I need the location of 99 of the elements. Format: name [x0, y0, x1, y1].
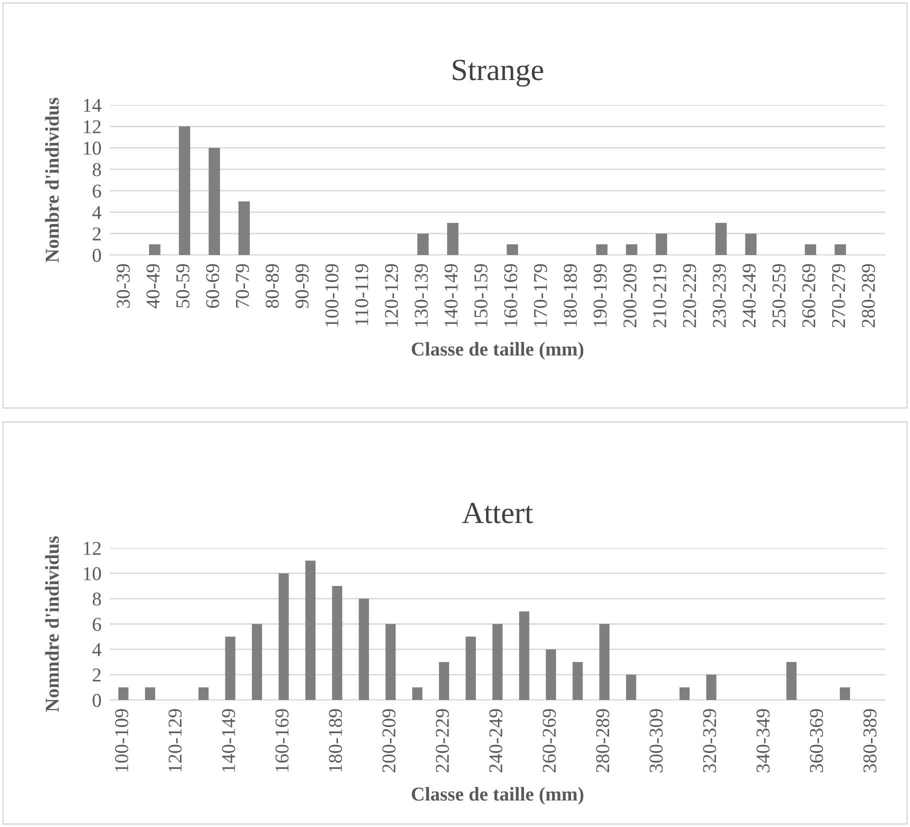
y-tick-label: 8: [92, 592, 101, 606]
x-tick-label: 60-69: [206, 264, 220, 308]
bar: [626, 674, 636, 700]
x-tick-label: 70-79: [236, 264, 249, 308]
bar: [178, 126, 190, 255]
bar: [596, 244, 608, 255]
x-tick-label: 210-219: [653, 264, 666, 328]
bar: [519, 611, 530, 700]
x-tick-label: 240-249: [742, 264, 756, 328]
bar: [506, 244, 518, 255]
x-tick-label: 180-189: [328, 709, 342, 772]
x-tick-label: 140-149: [444, 264, 458, 326]
bar: [715, 222, 727, 255]
x-tick-label: 340-349: [756, 709, 770, 772]
x-axis-title: Classe de taille (mm): [412, 787, 584, 805]
x-tick-label: 120-129: [168, 709, 182, 772]
x-tick-label: 190-199: [594, 264, 607, 326]
x-tick-label: 360-369: [810, 709, 824, 772]
bar: [278, 573, 289, 700]
x-tick-label: 260-269: [802, 264, 816, 328]
chart-title: Attert: [462, 502, 533, 524]
y-tick-label: 4: [92, 206, 102, 219]
bar: [305, 560, 316, 700]
bar: [447, 222, 458, 255]
bar: [225, 636, 236, 700]
x-tick-label: 90-99: [295, 264, 309, 308]
bar: [840, 687, 850, 700]
x-tick-label: 250-259: [772, 264, 786, 328]
y-tick-label: 8: [92, 163, 101, 176]
bar: [572, 662, 583, 700]
bar: [252, 624, 262, 700]
x-tick-label: 160-169: [504, 264, 518, 326]
bar: [198, 687, 209, 700]
y-tick-label: 0: [92, 694, 101, 707]
y-tick-label: 0: [92, 248, 101, 262]
x-tick-label: 260-269: [542, 709, 556, 772]
y-tick-label: 12: [84, 120, 101, 134]
bar: [417, 234, 429, 255]
x-tick-label: 110-119: [355, 264, 368, 325]
y-tick-label: 4: [92, 643, 102, 656]
x-tick-label: 180-189: [564, 264, 577, 326]
x-tick-label: 80-89: [266, 264, 279, 308]
bar: [626, 244, 638, 255]
bar: [745, 234, 757, 255]
y-tick-label: 6: [92, 618, 102, 631]
chart-title: Strange: [452, 60, 544, 87]
x-tick-label: 130-139: [414, 264, 428, 326]
bar: [438, 662, 450, 700]
x-tick-label: 320-329: [703, 709, 716, 772]
bar: [804, 244, 816, 255]
bar: [386, 624, 396, 700]
x-tick-label: 220-229: [682, 264, 696, 328]
x-tick-label: 380-389: [863, 709, 877, 772]
x-tick-label: 30-39: [116, 264, 130, 308]
x-tick-label: 280-289: [862, 264, 875, 328]
x-tick-label: 170-179: [534, 264, 548, 326]
x-tick-label: 200-209: [623, 264, 636, 328]
bar: [118, 687, 128, 700]
y-axis-title: Nombre d'individus: [45, 98, 59, 262]
bar: [208, 148, 220, 255]
x-tick-label: 230-239: [712, 264, 726, 328]
x-tick-label: 150-159: [474, 264, 488, 326]
y-tick-label: 2: [92, 227, 101, 240]
x-tick-label: 280-289: [596, 709, 610, 772]
y-tick-label: 2: [92, 668, 101, 682]
x-axis-title: Classe de taille (mm): [412, 342, 584, 360]
bar: [145, 687, 156, 700]
x-tick-label: 40-49: [146, 264, 160, 308]
bar: [492, 624, 503, 700]
bar: [412, 687, 422, 700]
x-tick-label: 100-109: [325, 264, 338, 326]
y-axis-title: Nomndre d'individus: [45, 536, 59, 712]
x-tick-label: 200-209: [382, 709, 396, 772]
x-tick-label: 140-149: [222, 709, 236, 772]
y-tick-label: 14: [84, 98, 102, 112]
bar: [358, 598, 369, 700]
bar: [599, 624, 610, 700]
y-tick-label: 12: [84, 542, 101, 555]
bar: [238, 201, 250, 255]
bar: [656, 234, 668, 255]
y-tick-label: 6: [92, 184, 102, 198]
x-tick-label: 270-279: [832, 264, 846, 328]
x-tick-label: 220-229: [436, 709, 449, 772]
bar: [706, 674, 716, 700]
x-tick-label: 240-249: [489, 709, 502, 772]
x-tick-label: 50-59: [176, 264, 190, 308]
y-tick-label: 10: [84, 142, 101, 155]
bar: [149, 244, 160, 255]
bar: [679, 687, 690, 700]
x-tick-label: 300-309: [650, 709, 663, 772]
bar: [834, 244, 846, 255]
y-tick-label: 10: [84, 567, 101, 580]
x-tick-label: 120-129: [384, 264, 398, 326]
x-tick-label: 160-169: [275, 709, 289, 772]
bar: [332, 586, 342, 700]
bar: [786, 662, 797, 700]
bar: [466, 636, 476, 700]
x-tick-label: 100-109: [115, 709, 128, 772]
bar: [546, 649, 556, 700]
